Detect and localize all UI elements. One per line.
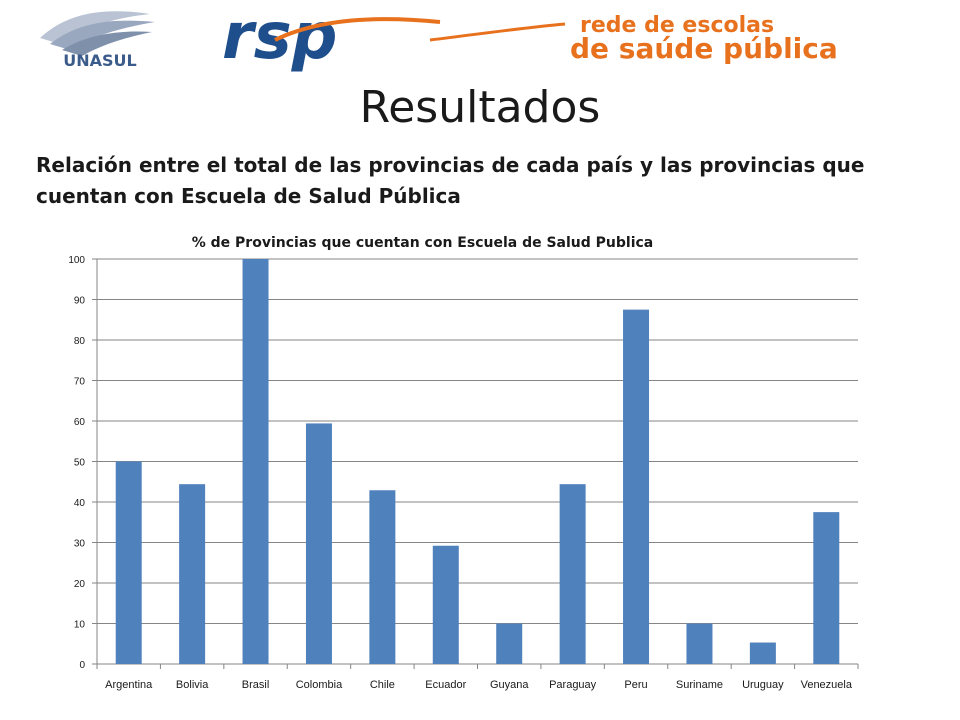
bar-colombia (305, 423, 332, 664)
bar-bolivia (179, 484, 206, 664)
y-tick-label: 10 (74, 620, 86, 631)
x-tick-label: Brasil (242, 679, 270, 691)
y-axis-ticks: 0 10 20 30 40 50 60 70 80 90 100 (68, 255, 97, 671)
x-tick-label: Venezuela (801, 679, 853, 691)
x-axis-ticks: Argentina Bolivia Brasil Colombia Chile Ecuad… (96, 664, 859, 691)
x-tick-label: Suriname (676, 679, 723, 691)
y-tick-label: 80 (74, 336, 86, 347)
x-tick-label: Peru (624, 679, 647, 691)
bar-uruguay (749, 642, 776, 664)
bar-chart: % de Provincias que cuentan con Escuela … (68, 235, 859, 691)
bar-guyana (496, 623, 523, 664)
y-tick-label: 30 (74, 539, 86, 550)
rsp-logo: rsp rede de escolas de saúde pública (222, 0, 838, 74)
x-tick-label: Colombia (296, 679, 343, 691)
y-tick-label: 70 (74, 377, 86, 388)
x-tick-label: Argentina (105, 679, 153, 691)
y-tick-label: 60 (74, 417, 86, 428)
bar-brasil (242, 259, 269, 664)
chart-bars (115, 259, 840, 664)
logo-strip: UNASUL rsp rede de escolas de saúde públ… (40, 0, 838, 74)
unasul-logo: UNASUL (40, 11, 155, 70)
x-tick-label: Paraguay (549, 679, 597, 691)
x-tick-label: Ecuador (425, 679, 466, 691)
x-tick-label: Guyana (490, 679, 529, 691)
bar-suriname (686, 623, 713, 664)
bar-paraguay (559, 484, 586, 664)
rsp-tagline-line1: rede de escolas (580, 13, 774, 38)
slide-subtitle: Relación entre el total de las provincia… (36, 153, 865, 208)
bar-venezuela (813, 512, 840, 664)
unasul-logo-text: UNASUL (63, 51, 136, 70)
x-tick-label: Chile (370, 679, 395, 691)
y-tick-label: 40 (74, 498, 86, 509)
bar-peru (623, 309, 650, 664)
y-tick-label: 20 (74, 579, 86, 590)
chart-gridlines (96, 258, 858, 665)
rsp-tagline-line2: de saúde pública (570, 32, 838, 65)
x-tick-label: Uruguay (742, 679, 784, 691)
header-logos: UNASUL rsp rede de escolas de saúde públ… (0, 0, 960, 76)
y-tick-label: 90 (74, 296, 86, 307)
x-tick-label: Bolivia (176, 679, 209, 691)
y-tick-label: 0 (79, 660, 85, 671)
y-tick-label: 100 (68, 255, 85, 266)
bar-ecuador (432, 545, 459, 664)
bar-argentina (115, 461, 142, 664)
chart-title: % de Provincias que cuentan con Escuela … (192, 235, 654, 251)
slide-title: Resultados (359, 82, 601, 133)
bar-chile (369, 490, 396, 664)
y-tick-label: 50 (74, 458, 86, 469)
